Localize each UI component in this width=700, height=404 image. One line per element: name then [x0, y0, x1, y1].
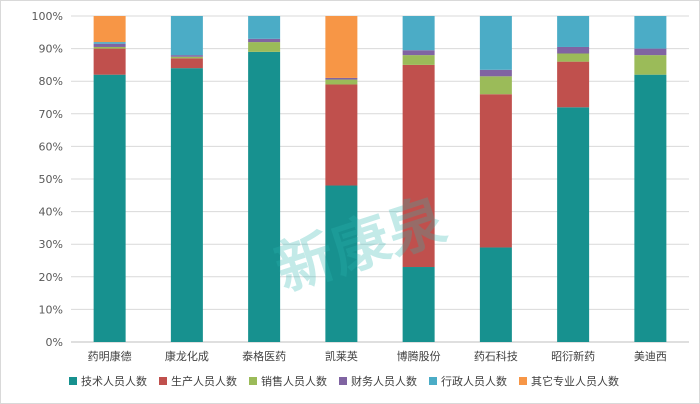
- bar-segment: [170, 56, 203, 59]
- bar-segment: [170, 16, 203, 56]
- bar-segment: [479, 76, 512, 95]
- legend-item: 行政人员人数: [429, 374, 507, 388]
- bar-segment: [325, 77, 358, 80]
- bar-segment: [325, 84, 358, 186]
- legend-swatch: [519, 377, 527, 385]
- legend-item: 技术人员人数: [69, 375, 147, 388]
- x-tick-label: 博腾股份: [397, 349, 441, 363]
- bar-segment: [93, 48, 126, 75]
- legend-label: 其它专业人员人数: [531, 374, 619, 388]
- bar-segment: [557, 46, 590, 54]
- bar-segment: [93, 46, 126, 49]
- bar-segment: [634, 48, 667, 56]
- bar-stack: [93, 16, 126, 343]
- y-tick-label: 10%: [39, 303, 63, 316]
- x-tick-label: 药明康德: [88, 349, 132, 363]
- bar-segment: [479, 94, 512, 248]
- bar-segment: [248, 51, 281, 343]
- y-axis: 0% 10% 20% 30% 40% 50% 60% 70% 80% 90% 100%: [32, 10, 63, 349]
- bar-segment: [93, 43, 126, 47]
- legend-swatch: [69, 377, 77, 385]
- y-tick-label: 90%: [39, 43, 63, 56]
- bar-segment: [325, 16, 358, 78]
- bar-segment: [248, 42, 281, 52]
- y-tick-label: 20%: [39, 271, 63, 284]
- bar-segment: [479, 247, 512, 342]
- bar-stacks: [93, 16, 667, 343]
- bar-stack: [557, 16, 590, 342]
- y-tick-label: 70%: [39, 108, 63, 121]
- y-tick-label: 100%: [32, 10, 63, 23]
- x-tick-label: 美迪西: [634, 350, 667, 363]
- bar-segment: [557, 53, 590, 62]
- legend-label: 销售人员人数: [261, 374, 327, 388]
- y-tick-label: 80%: [39, 75, 63, 88]
- gridlines: [71, 15, 689, 343]
- x-axis: 药明康德 康龙化成 泰格医药 凯莱英 博腾股份 药石科技 昭衍新药 美迪西: [88, 349, 667, 363]
- legend-item: 生产人员人数: [159, 374, 237, 388]
- legend-item: 其它专业人员人数: [519, 374, 619, 388]
- bar-segment: [325, 79, 358, 85]
- bar-segment: [93, 16, 126, 43]
- bar-segment: [325, 185, 358, 342]
- legend-swatch: [339, 377, 347, 385]
- bar-stack: [402, 16, 435, 342]
- bar-segment: [170, 68, 203, 342]
- bar-segment: [479, 16, 512, 70]
- y-tick-label: 60%: [39, 140, 63, 153]
- y-tick-label: 0%: [46, 336, 63, 349]
- legend-label: 生产人员人数: [171, 374, 237, 388]
- legend: 技术人员人数 生产人员人数 销售人员人数 财务人员人数 行政人员人数 其它专业人员人数: [69, 374, 619, 388]
- legend-label: 财务人员人数: [351, 374, 417, 388]
- bar-segment: [557, 16, 590, 47]
- x-tick-label: 康龙化成: [165, 349, 209, 363]
- legend-item: 财务人员人数: [339, 374, 417, 388]
- bar-stack: [170, 16, 203, 342]
- legend-label: 行政人员人数: [441, 374, 507, 388]
- bar-segment: [634, 16, 667, 49]
- legend-item: 销售人员人数: [249, 374, 327, 388]
- x-tick-label: 泰格医药: [242, 349, 286, 363]
- legend-swatch: [249, 377, 257, 385]
- legend-swatch: [429, 377, 437, 385]
- bar-segment: [93, 74, 126, 343]
- bar-segment: [93, 42, 126, 44]
- y-tick-label: 50%: [39, 173, 63, 186]
- bar-segment: [402, 50, 435, 56]
- x-tick-label: 昭衍新药: [551, 349, 595, 363]
- bar-segment: [402, 16, 435, 51]
- bar-segment: [248, 38, 281, 43]
- bar-segment: [634, 74, 667, 343]
- bar-segment: [248, 16, 281, 39]
- bar-segment: [557, 107, 590, 342]
- legend-label: 技术人员人数: [81, 375, 147, 388]
- bar-segment: [402, 55, 435, 65]
- bar-segment: [479, 69, 512, 77]
- bar-stack: [248, 16, 281, 343]
- bar-segment: [402, 267, 435, 342]
- x-tick-label: 药石科技: [474, 349, 518, 363]
- bar-stack: [634, 16, 667, 343]
- bar-segment: [170, 55, 203, 57]
- legend-swatch: [159, 377, 167, 385]
- bar-segment: [170, 58, 203, 69]
- x-tick-label: 凯莱英: [325, 349, 358, 363]
- bar-stack: [325, 16, 358, 342]
- bar-segment: [557, 61, 590, 108]
- y-tick-label: 30%: [39, 238, 63, 251]
- bar-segment: [634, 55, 667, 75]
- y-tick-label: 40%: [39, 206, 63, 219]
- bar-stack: [479, 16, 512, 342]
- bar-segment: [402, 64, 435, 268]
